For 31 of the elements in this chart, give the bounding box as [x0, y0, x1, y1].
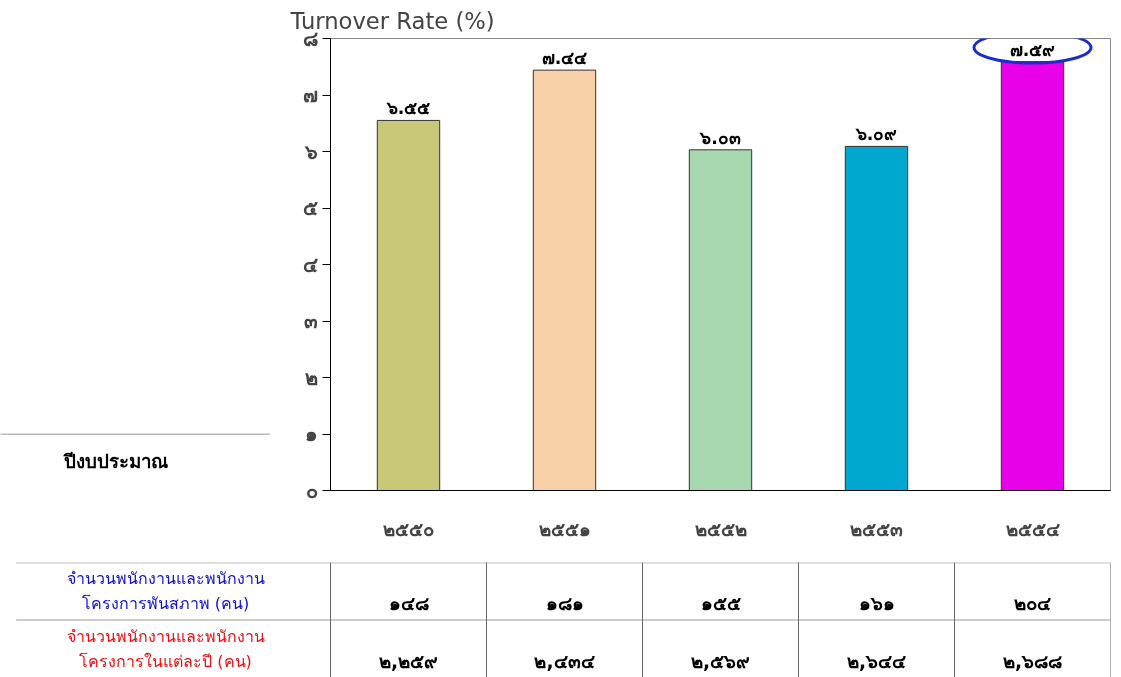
text: ๒,๖๘๘ [1002, 650, 1063, 672]
y-tick-label: ๒ [304, 365, 318, 390]
text: ๒๐๔ [1014, 593, 1051, 615]
y-tick-label: ๐ [305, 478, 318, 503]
y-tick-label: ๔ [302, 252, 318, 277]
x-tick-label: ๒๕๕๑ [538, 518, 591, 540]
text: ๒,๔๓๔ [534, 650, 595, 672]
text: จำนวนพนักงานและพนักงาน โครงการในแต่ละปี (คน) [66, 626, 265, 671]
text: ๒,๕๖๙ [690, 650, 751, 672]
x-tick-label: ๒๕๕๓ [850, 518, 903, 540]
y-tick-label: ๓ [303, 309, 318, 333]
text: ๒,๖๔๔ [846, 650, 907, 672]
data-label: ๖.๕๕ [385, 98, 431, 119]
data-label: ๗.๔๔ [541, 48, 588, 69]
text: ๑๔๘ [388, 593, 429, 615]
x-tick-label: ๒๕๕๒ [694, 518, 747, 540]
y-tick-label: ๑ [304, 422, 318, 446]
data-label: ๗.๕๙ [1009, 39, 1056, 60]
data-label: ๖.๐๓ [699, 127, 741, 148]
y-tick-label: ๕ [302, 196, 318, 220]
x-tick-label: ๒๕๕๔ [1005, 518, 1060, 540]
text: ๑๖๑ [858, 593, 895, 615]
text: ๒,๒๕๙ [378, 650, 439, 672]
text: จำนวนพนักงานและพนักงาน โครงการพันสภาพ (คน) [66, 569, 265, 614]
y-tick-label: ๗ [302, 83, 318, 107]
x-tick-label: ๒๕๕๐ [383, 518, 434, 540]
data-label: ๖.๐๙ [854, 124, 898, 145]
text: ปีงบประมาณ [62, 451, 168, 473]
text: ๑๘๑ [545, 593, 584, 615]
text: ๑๕๕ [700, 593, 741, 615]
y-tick-label: ๖ [303, 139, 318, 164]
